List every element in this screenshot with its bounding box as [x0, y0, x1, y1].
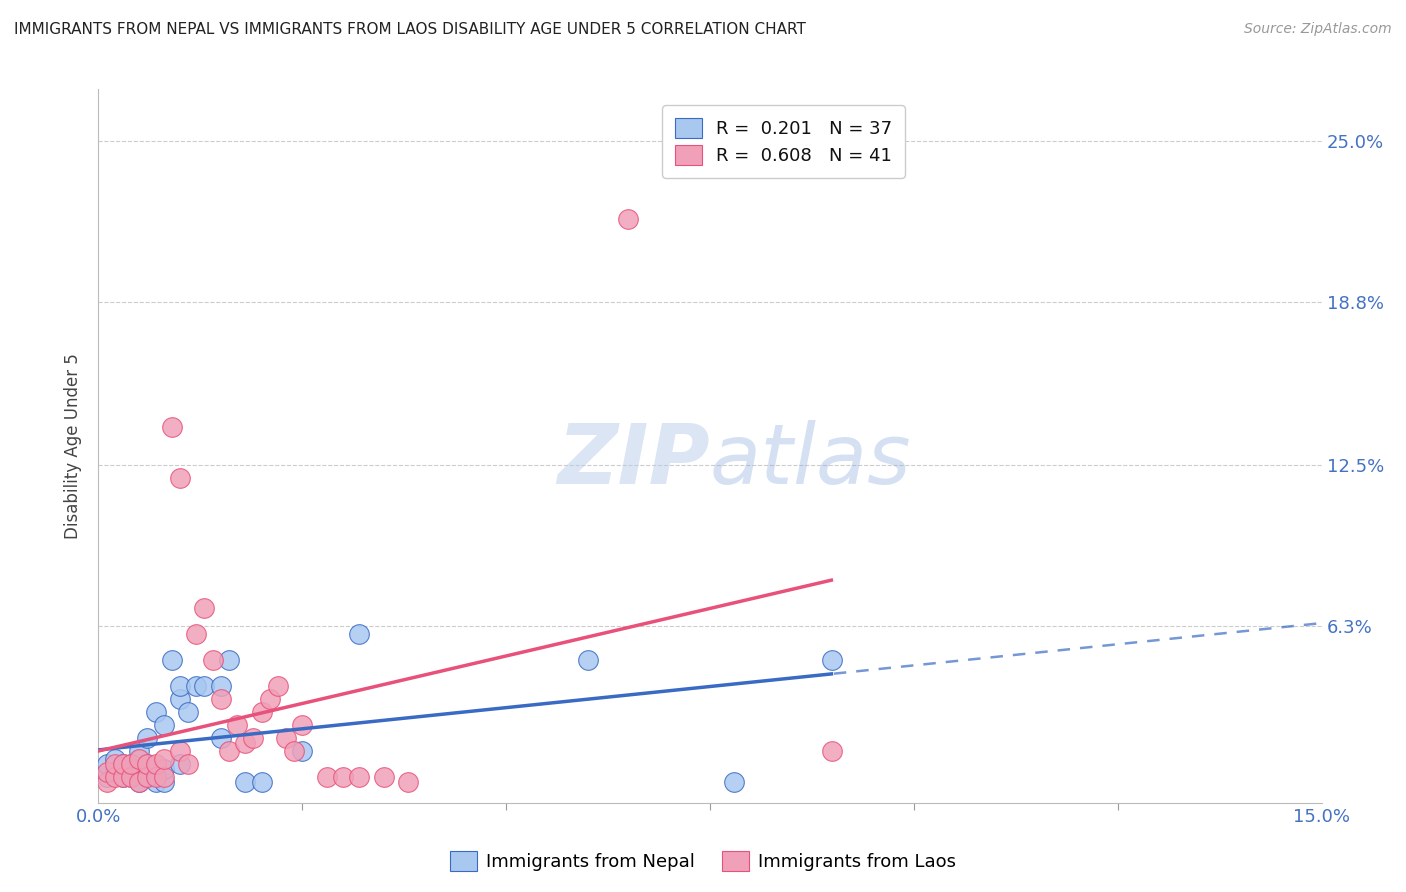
Point — [209, 692, 232, 706]
Point — [315, 770, 337, 784]
Point — [136, 770, 159, 784]
Point — [128, 775, 150, 789]
Point — [218, 744, 240, 758]
Point — [396, 775, 419, 789]
Point — [96, 770, 118, 784]
Point — [291, 718, 314, 732]
Point — [177, 756, 200, 771]
Point — [120, 770, 142, 784]
Point — [136, 756, 159, 771]
Point — [209, 731, 232, 745]
Point — [111, 756, 134, 771]
Point — [104, 764, 127, 779]
Point — [111, 770, 134, 784]
Point — [145, 756, 167, 771]
Point — [169, 744, 191, 758]
Point — [120, 756, 142, 771]
Point — [291, 744, 314, 758]
Point — [233, 736, 256, 750]
Point — [152, 718, 174, 732]
Point — [373, 770, 395, 784]
Point — [267, 679, 290, 693]
Point — [617, 211, 640, 226]
Point — [218, 653, 240, 667]
Point — [160, 653, 183, 667]
Point — [136, 731, 159, 745]
Point — [152, 762, 174, 776]
Point — [128, 752, 150, 766]
Point — [152, 775, 174, 789]
Text: ZIP: ZIP — [557, 420, 710, 500]
Point — [576, 653, 599, 667]
Point — [821, 744, 844, 758]
Point — [233, 775, 256, 789]
Point — [120, 770, 142, 784]
Point — [96, 775, 118, 789]
Point — [136, 770, 159, 784]
Point — [723, 775, 745, 789]
Point — [186, 627, 208, 641]
Point — [169, 756, 191, 771]
Point — [332, 770, 354, 784]
Point — [152, 770, 174, 784]
Point — [111, 770, 134, 784]
Point — [209, 679, 232, 693]
Point — [128, 752, 150, 766]
Point — [128, 744, 150, 758]
Point — [177, 705, 200, 719]
Point — [104, 756, 127, 771]
Point — [96, 764, 118, 779]
Point — [186, 679, 208, 693]
Point — [120, 756, 142, 771]
Point — [152, 752, 174, 766]
Point — [226, 718, 249, 732]
Point — [160, 419, 183, 434]
Point — [193, 679, 215, 693]
Point — [145, 775, 167, 789]
Point — [111, 756, 134, 771]
Point — [169, 692, 191, 706]
Point — [250, 775, 273, 789]
Point — [169, 679, 191, 693]
Point — [349, 627, 371, 641]
Point — [274, 731, 297, 745]
Legend: Immigrants from Nepal, Immigrants from Laos: Immigrants from Nepal, Immigrants from L… — [443, 844, 963, 879]
Text: IMMIGRANTS FROM NEPAL VS IMMIGRANTS FROM LAOS DISABILITY AGE UNDER 5 CORRELATION: IMMIGRANTS FROM NEPAL VS IMMIGRANTS FROM… — [14, 22, 806, 37]
Point — [259, 692, 281, 706]
Text: Source: ZipAtlas.com: Source: ZipAtlas.com — [1244, 22, 1392, 37]
Point — [242, 731, 264, 745]
Point — [128, 775, 150, 789]
Point — [104, 752, 127, 766]
Legend: R =  0.201   N = 37, R =  0.608   N = 41: R = 0.201 N = 37, R = 0.608 N = 41 — [662, 105, 905, 178]
Point — [250, 705, 273, 719]
Point — [283, 744, 305, 758]
Point — [349, 770, 371, 784]
Point — [136, 756, 159, 771]
Point — [128, 762, 150, 776]
Point — [193, 601, 215, 615]
Point — [201, 653, 224, 667]
Text: atlas: atlas — [710, 420, 911, 500]
Y-axis label: Disability Age Under 5: Disability Age Under 5 — [65, 353, 83, 539]
Point — [145, 770, 167, 784]
Point — [104, 770, 127, 784]
Point — [145, 705, 167, 719]
Point — [96, 756, 118, 771]
Point — [821, 653, 844, 667]
Point — [169, 471, 191, 485]
